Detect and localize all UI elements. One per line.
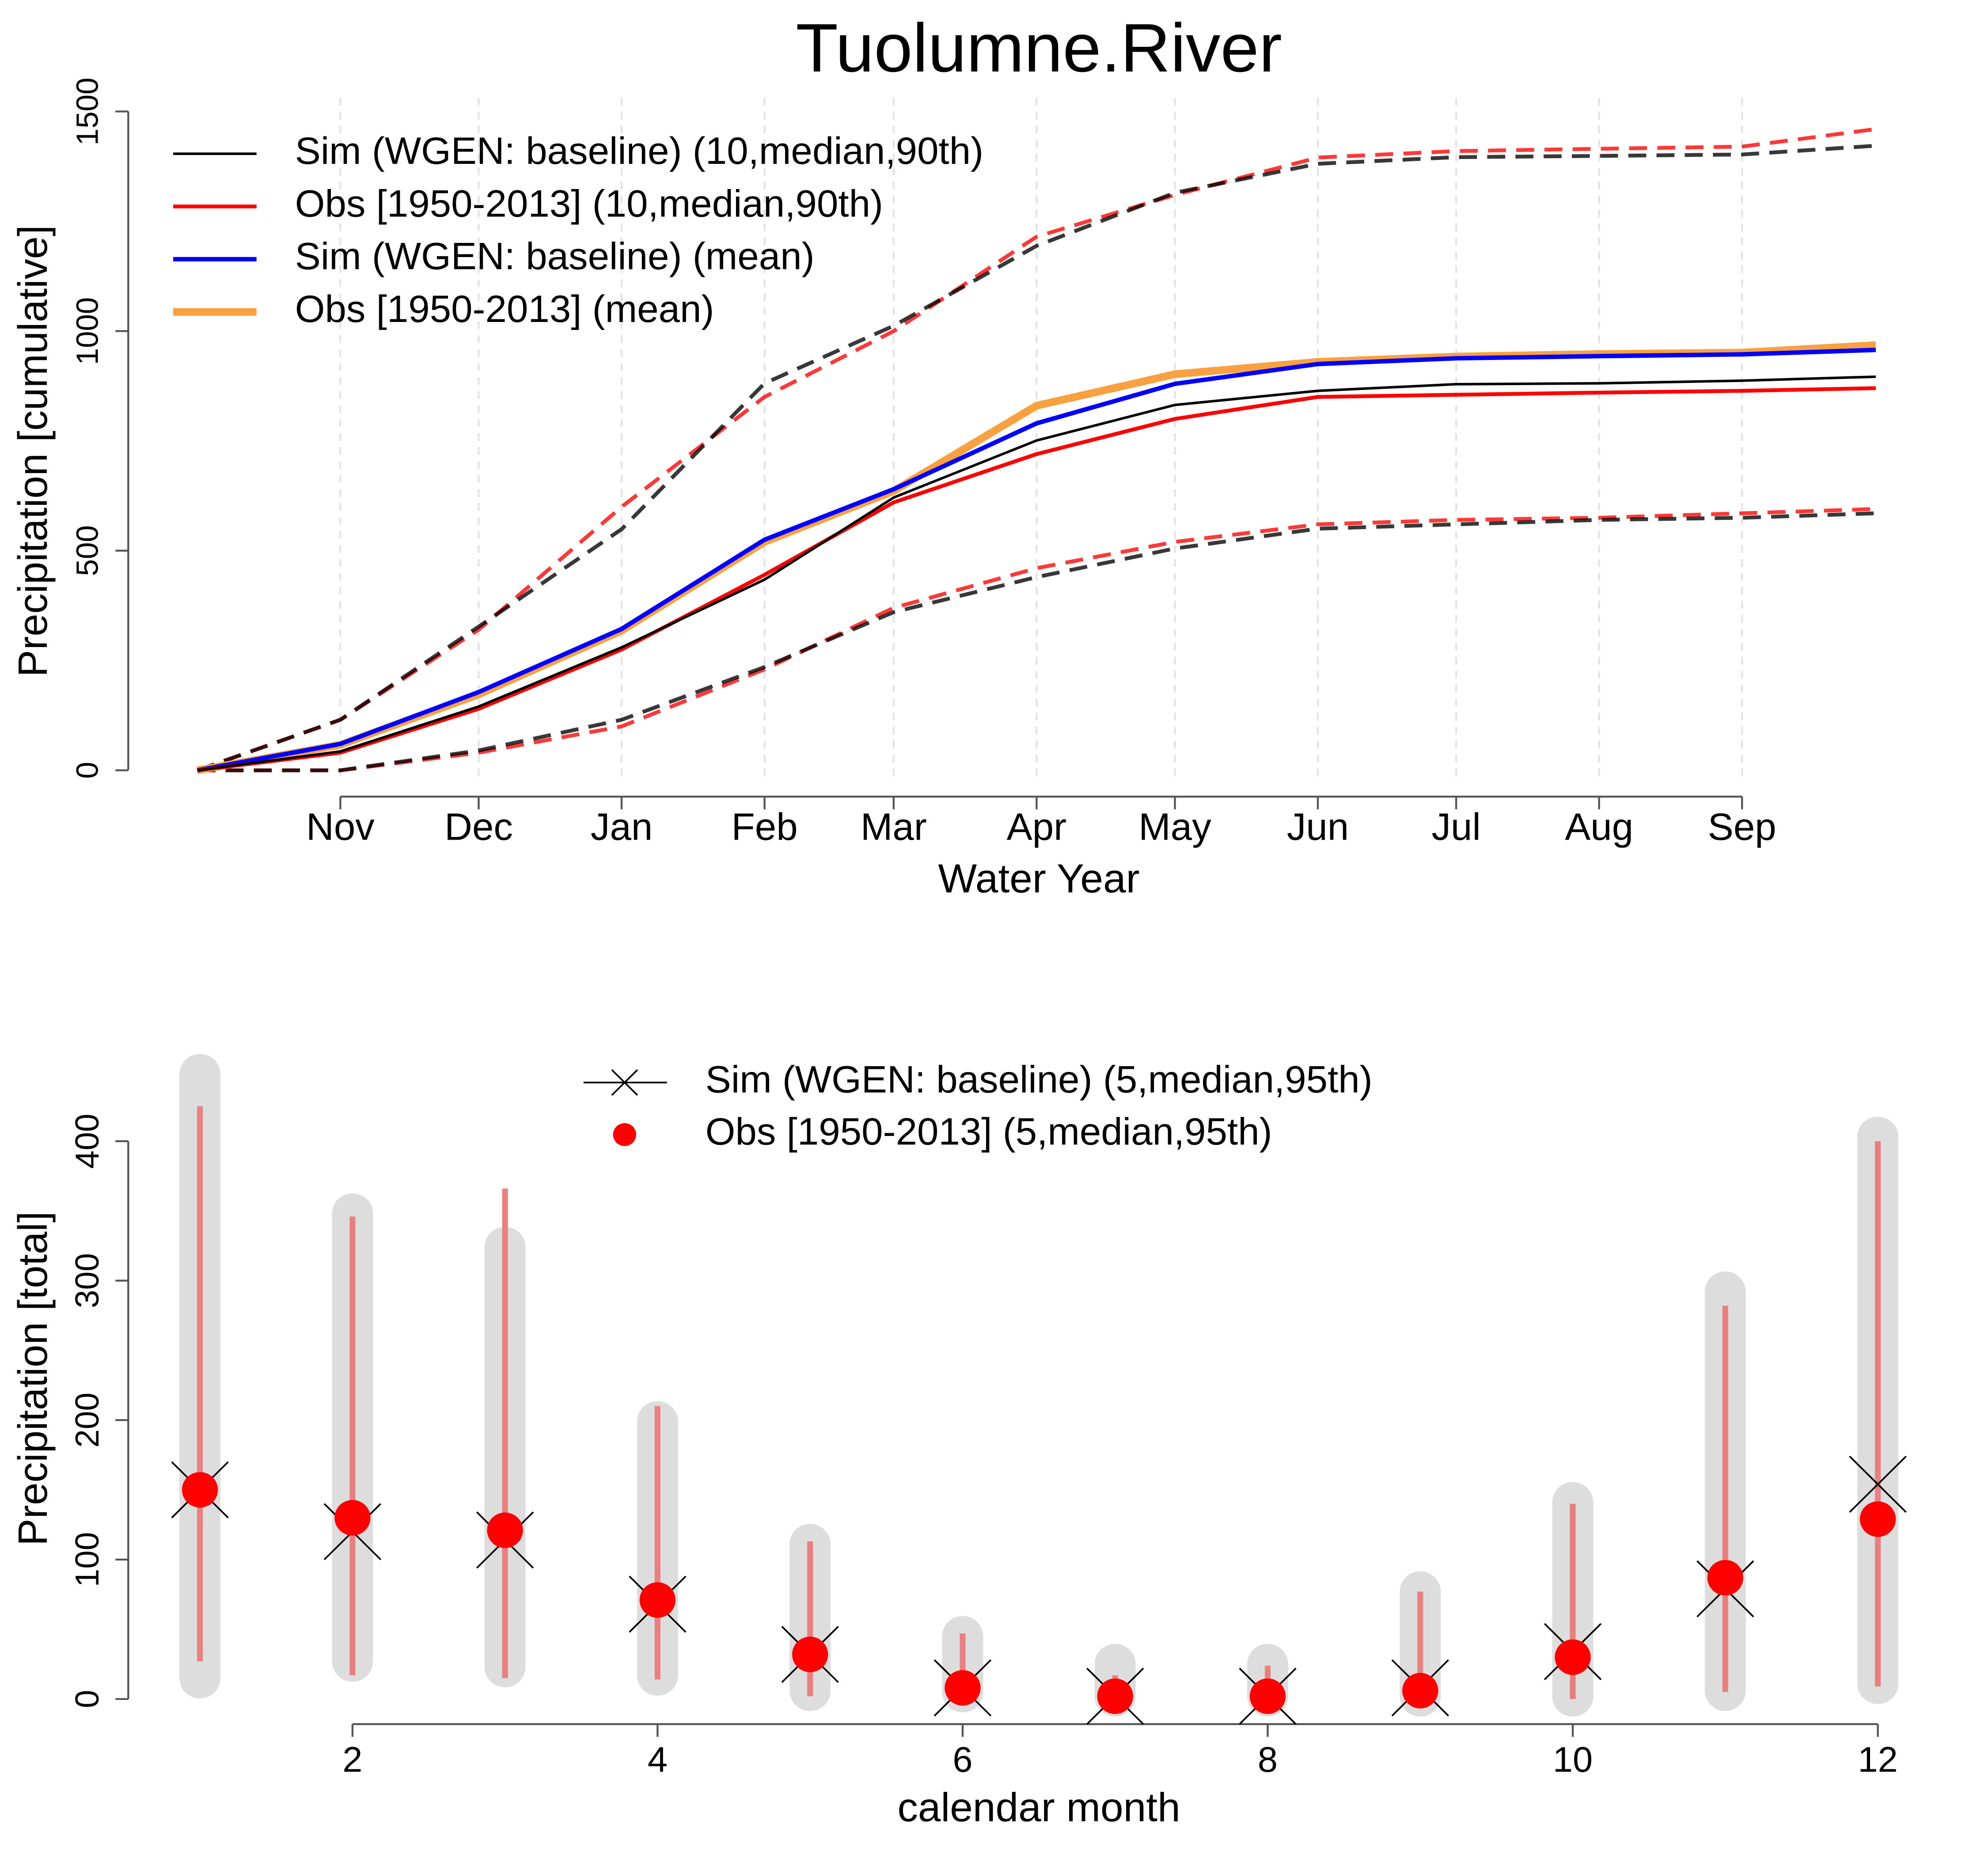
median-marker bbox=[487, 1512, 523, 1548]
series-line bbox=[197, 386, 1876, 772]
median-marker bbox=[1402, 1673, 1438, 1709]
y-tick-label: 1000 bbox=[70, 297, 104, 365]
y-axis-title: Precipitation [cumulative] bbox=[9, 225, 55, 677]
x-tick-label: Mar bbox=[861, 806, 927, 848]
y-tick-label: 1500 bbox=[70, 78, 104, 146]
y-tick-label: 300 bbox=[68, 1253, 106, 1308]
median-marker bbox=[1555, 1639, 1591, 1675]
median-marker bbox=[334, 1500, 371, 1536]
x-tick-label: Nov bbox=[306, 806, 375, 848]
median-marker bbox=[792, 1636, 828, 1673]
median-marker bbox=[1249, 1678, 1286, 1714]
legend-marker bbox=[613, 1123, 636, 1146]
x-tick-label: Jan bbox=[591, 806, 653, 848]
series-line bbox=[197, 341, 1876, 774]
legend-label: Obs [1950-2013] (5,median,95th) bbox=[706, 1111, 1272, 1153]
median-marker bbox=[182, 1472, 218, 1508]
x-tick-label: Sep bbox=[1708, 806, 1776, 848]
bound-line bbox=[197, 144, 1876, 772]
y-tick-label: 100 bbox=[68, 1532, 106, 1587]
bound-line bbox=[197, 127, 1876, 772]
median-marker bbox=[1707, 1560, 1743, 1596]
legend-label: Obs [1950-2013] (10,median,90th) bbox=[295, 183, 883, 225]
x-tick-label: Aug bbox=[1565, 806, 1633, 848]
bound-line bbox=[197, 511, 1876, 772]
legend-label: Sim (WGEN: baseline) (10,median,90th) bbox=[295, 130, 983, 172]
x-tick-label: Apr bbox=[1007, 806, 1067, 848]
bound-line bbox=[197, 507, 1876, 772]
y-tick-label: 200 bbox=[68, 1393, 106, 1448]
x-tick-label: May bbox=[1138, 806, 1211, 848]
y-tick-label: 0 bbox=[68, 1690, 106, 1708]
median-marker bbox=[639, 1582, 676, 1618]
x-tick-label: 12 bbox=[1858, 1740, 1897, 1780]
x-tick-label: Dec bbox=[444, 806, 513, 848]
x-tick-label: 6 bbox=[952, 1740, 972, 1780]
y-axis-title: Precipitation [total] bbox=[9, 1211, 55, 1546]
x-tick-label: Feb bbox=[732, 806, 798, 848]
x-tick-label: 4 bbox=[648, 1740, 668, 1780]
x-tick-label: Jul bbox=[1431, 806, 1480, 848]
legend-label: Sim (WGEN: baseline) (mean) bbox=[295, 235, 815, 278]
legend-marker bbox=[611, 1069, 638, 1096]
figure-title: Tuolumne.River bbox=[796, 10, 1282, 86]
median-marker bbox=[1097, 1678, 1133, 1714]
x-axis-title: Water Year bbox=[938, 856, 1140, 901]
x-axis-title: calendar month bbox=[897, 1784, 1180, 1830]
series-line bbox=[197, 348, 1876, 773]
x-tick-label: 10 bbox=[1553, 1740, 1593, 1780]
x-tick-label: 2 bbox=[342, 1740, 362, 1780]
x-tick-label: 8 bbox=[1258, 1740, 1278, 1780]
series-line bbox=[197, 375, 1876, 772]
median-marker bbox=[1849, 1455, 1907, 1513]
median-marker bbox=[945, 1670, 981, 1706]
x-tick-label: Jun bbox=[1287, 806, 1349, 848]
legend-label: Obs [1950-2013] (mean) bbox=[295, 288, 714, 330]
legend-label: Sim (WGEN: baseline) (5,median,95th) bbox=[706, 1059, 1373, 1101]
y-tick-label: 500 bbox=[70, 525, 104, 576]
y-tick-label: 400 bbox=[68, 1113, 106, 1169]
median-marker bbox=[1859, 1501, 1896, 1537]
y-tick-label: 0 bbox=[70, 762, 104, 779]
